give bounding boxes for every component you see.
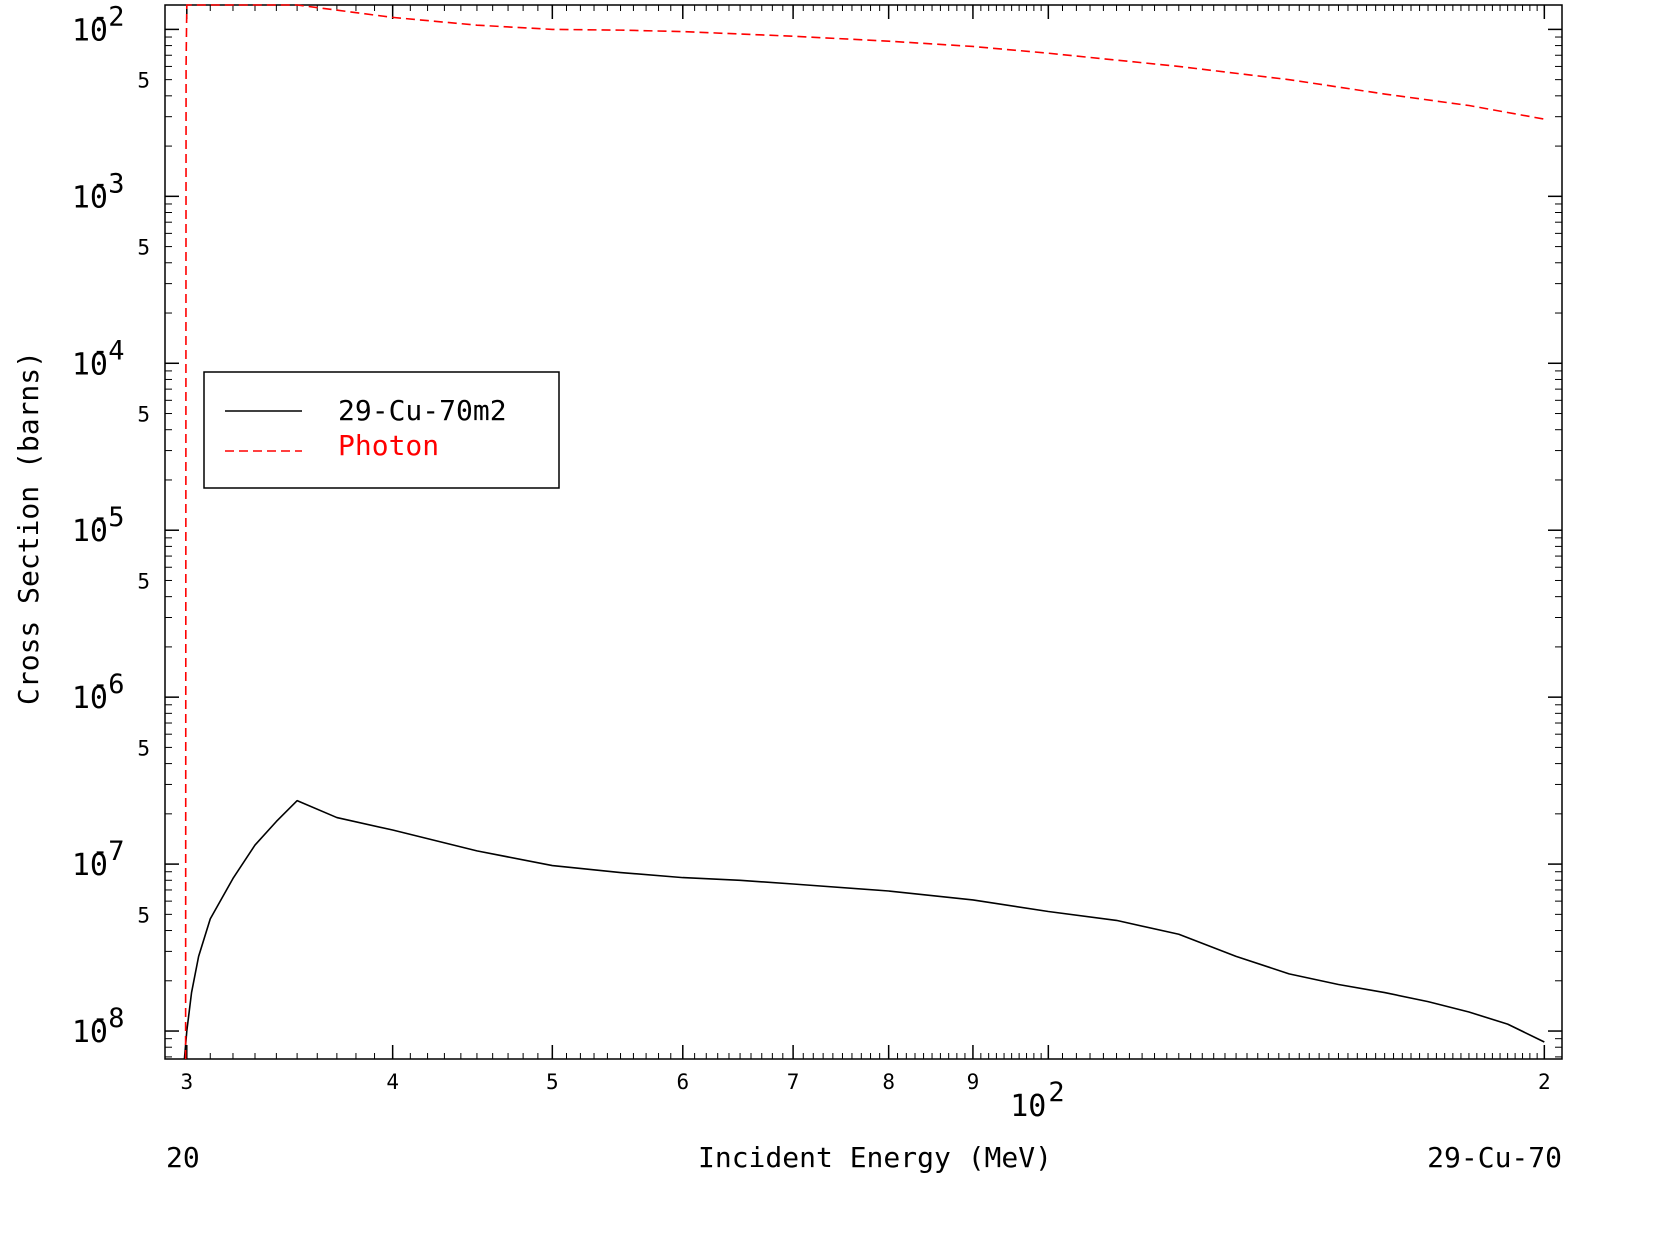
y-decade-base: 10 [72,514,108,549]
legend-label: 29-Cu-70m2 [338,394,507,427]
y-tick-label: 5 [137,903,150,927]
y-decade-exponent: -6 [92,669,125,700]
x-tick-label: 3 [180,1070,193,1094]
y-decade-exponent: -2 [92,1,125,32]
x-tick-label: 5 [546,1070,559,1094]
y-decade-exponent: -5 [92,502,125,533]
corner-left-label: 20 [166,1141,200,1174]
x-tick-label: 7 [787,1070,800,1094]
y-decade-base: 10 [72,13,108,48]
y-decade-exponent: -4 [92,335,125,366]
y-tick-label: 5 [137,403,150,427]
y-decade-exponent: -7 [92,836,125,867]
y-tick-label: 5 [137,569,150,593]
x-tick-label: 2 [1538,1070,1551,1094]
y-axis-label: Cross Section (barns) [12,351,45,705]
legend-label: Photon [338,429,439,462]
series-line-1 [184,4,1545,1060]
x-tick-label: 9 [967,1070,980,1094]
y-tick-label: 5 [137,236,150,260]
axis-ticks: 3 4 5 6 7 8 9 210 210-210-310-410-510-610-710-85… [72,1,1562,1124]
legend-box [203,371,560,489]
y-tick-label: 5 [137,69,150,93]
y-decade-base: 10 [72,848,108,883]
y-tick-label: 5 [137,736,150,760]
plot-frame [164,4,1563,1060]
legend: 29-Cu-70m2 Photon [203,371,560,489]
x-decade-exponent: 2 [1048,1077,1064,1108]
x-decade-base: 10 [1010,1089,1046,1124]
y-decade-base: 10 [72,1015,108,1050]
x-tick-label: 8 [882,1070,895,1094]
corner-right-label: 29-Cu-70 [1427,1141,1562,1174]
x-tick-label: 6 [676,1070,689,1094]
y-decade-exponent: -8 [92,1003,125,1034]
y-decade-exponent: -3 [92,168,125,199]
y-decade-base: 10 [72,681,108,716]
y-decade-base: 10 [72,347,108,382]
x-tick-label: 4 [386,1070,399,1094]
x-axis-label: Incident Energy (MeV) [698,1141,1052,1174]
y-decade-base: 10 [72,180,108,215]
series-line-0 [183,799,1545,1060]
series-layer [183,4,1545,1060]
